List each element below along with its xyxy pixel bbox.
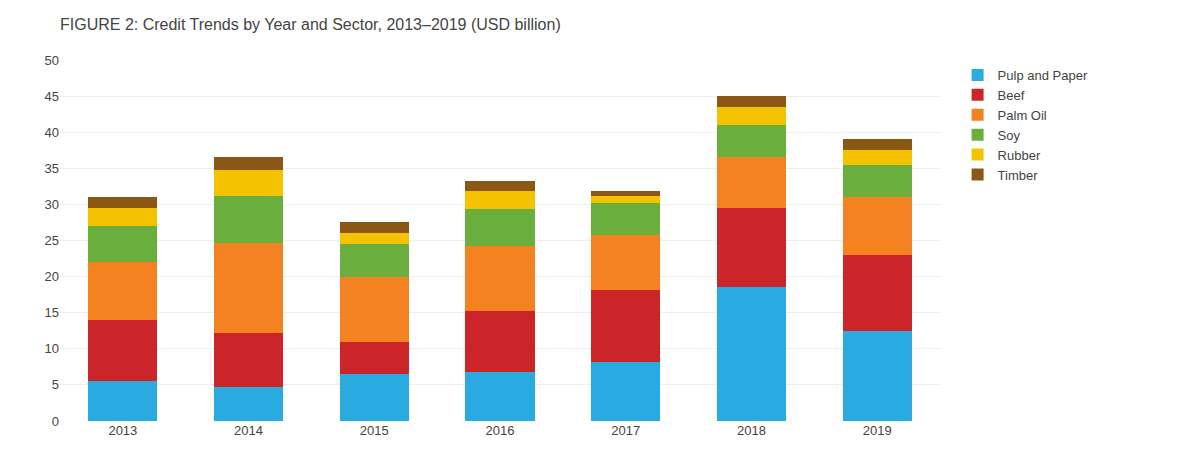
svg-text:15: 15	[45, 305, 59, 320]
svg-text:Pulp and Paper: Pulp and Paper	[998, 68, 1088, 83]
svg-text:0: 0	[52, 414, 59, 429]
svg-text:Soy: Soy	[998, 128, 1021, 143]
svg-text:5: 5	[52, 377, 59, 392]
svg-text:20: 20	[45, 269, 59, 284]
svg-text:2019: 2019	[863, 423, 892, 438]
svg-text:2016: 2016	[486, 423, 515, 438]
svg-text:Beef: Beef	[998, 88, 1025, 103]
svg-text:50: 50	[45, 53, 59, 68]
svg-text:25: 25	[45, 233, 59, 248]
svg-text:35: 35	[45, 161, 59, 176]
svg-text:Rubber: Rubber	[998, 148, 1041, 163]
svg-text:Timber: Timber	[998, 168, 1039, 183]
svg-text:2014: 2014	[234, 423, 263, 438]
svg-text:2015: 2015	[360, 423, 389, 438]
svg-text:Palm Oil: Palm Oil	[998, 108, 1047, 123]
svg-text:2018: 2018	[737, 423, 766, 438]
svg-text:2017: 2017	[611, 423, 640, 438]
svg-text:FIGURE 2: Credit Trends by Yea: FIGURE 2: Credit Trends by Year and Sect…	[60, 16, 561, 33]
svg-text:30: 30	[45, 197, 59, 212]
svg-text:10: 10	[45, 341, 59, 356]
svg-text:45: 45	[45, 89, 59, 104]
svg-text:2013: 2013	[108, 423, 137, 438]
svg-text:40: 40	[45, 125, 59, 140]
